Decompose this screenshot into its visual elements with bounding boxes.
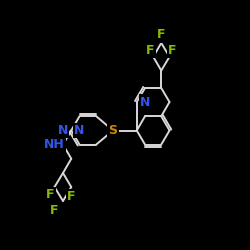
Text: N: N xyxy=(58,124,68,137)
Text: S: S xyxy=(108,124,118,137)
Text: F: F xyxy=(50,204,59,216)
Text: F: F xyxy=(46,188,54,202)
Text: F: F xyxy=(157,28,166,42)
Text: F: F xyxy=(168,44,177,57)
Text: NH: NH xyxy=(44,138,65,151)
Text: F: F xyxy=(146,44,154,57)
Text: N: N xyxy=(74,124,85,137)
Text: N: N xyxy=(140,96,150,108)
Text: F: F xyxy=(67,190,76,203)
